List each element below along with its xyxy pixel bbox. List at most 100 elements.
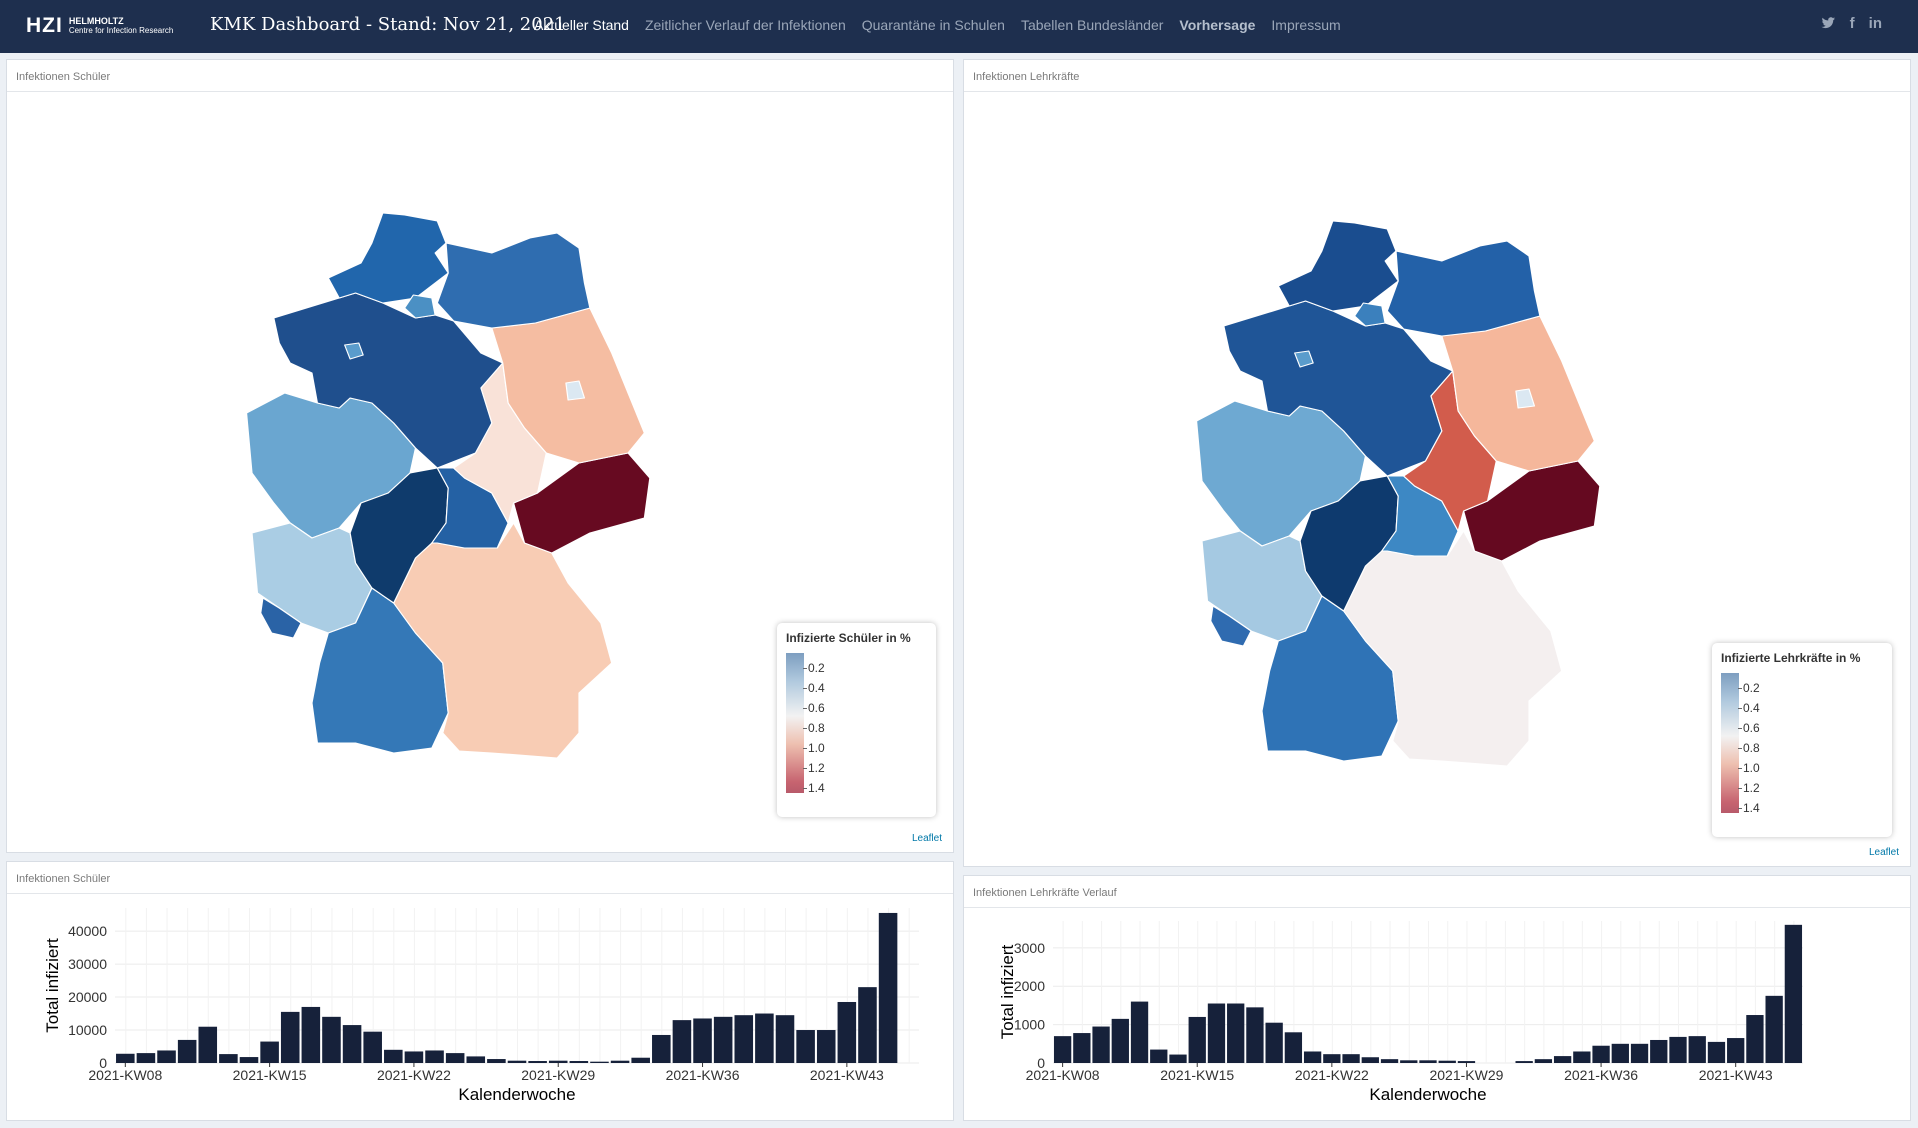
state-region-hh[interactable] bbox=[1354, 302, 1386, 327]
bar-kw36[interactable] bbox=[1592, 1045, 1610, 1063]
bar-kw22[interactable] bbox=[1323, 1054, 1341, 1063]
bar-kw36[interactable] bbox=[693, 1018, 712, 1063]
bar-kw14[interactable] bbox=[1169, 1054, 1187, 1063]
bar-kw35[interactable] bbox=[1573, 1051, 1591, 1063]
bar-kw25[interactable] bbox=[1380, 1059, 1399, 1063]
bar-kw13[interactable] bbox=[1150, 1049, 1168, 1063]
nav-vorhersage[interactable]: Vorhersage bbox=[1179, 17, 1256, 33]
bar-kw24[interactable] bbox=[445, 1053, 465, 1063]
nav-tabellen[interactable]: Tabellen Bundesländer bbox=[1020, 17, 1164, 33]
bar-kw08[interactable] bbox=[116, 1053, 135, 1063]
bar-kw15[interactable] bbox=[260, 1041, 279, 1063]
bar-kw35[interactable] bbox=[672, 1020, 692, 1063]
bar-kw28[interactable] bbox=[1438, 1060, 1456, 1063]
bar-kw29[interactable] bbox=[1457, 1061, 1476, 1063]
bar-kw17[interactable] bbox=[301, 1006, 321, 1063]
facebook-icon[interactable]: f bbox=[1849, 15, 1855, 32]
bar-kw33[interactable] bbox=[1534, 1059, 1553, 1063]
bar-kw38[interactable] bbox=[1630, 1043, 1649, 1063]
bar-kw26[interactable] bbox=[1400, 1060, 1418, 1063]
state-region-sl[interactable] bbox=[1210, 605, 1252, 647]
bar-kw38[interactable] bbox=[734, 1015, 754, 1063]
bar-kw44[interactable] bbox=[858, 987, 877, 1063]
twitter-icon[interactable] bbox=[1820, 15, 1836, 31]
bar-kw42[interactable] bbox=[816, 1030, 836, 1063]
bar-kw33[interactable] bbox=[631, 1057, 650, 1063]
bar-kw18[interactable] bbox=[322, 1016, 341, 1063]
bar-kw16[interactable] bbox=[1207, 1003, 1226, 1063]
state-region-hh[interactable] bbox=[404, 294, 436, 319]
bar-kw17[interactable] bbox=[1227, 1003, 1245, 1063]
bar-kw43[interactable] bbox=[1727, 1038, 1745, 1063]
bar-kw24[interactable] bbox=[1361, 1057, 1379, 1063]
nav-quarantaene[interactable]: Quarantäne in Schulen bbox=[861, 17, 1005, 33]
bar-kw31[interactable] bbox=[590, 1061, 609, 1063]
state-region-ni[interactable] bbox=[1223, 300, 1454, 477]
bar-kw30[interactable] bbox=[569, 1061, 589, 1063]
bar-kw27[interactable] bbox=[507, 1060, 527, 1063]
bar-kw16[interactable] bbox=[280, 1011, 300, 1063]
bar-kw25[interactable] bbox=[466, 1056, 486, 1063]
bar-kw09[interactable] bbox=[1073, 1033, 1091, 1063]
state-region-mv[interactable] bbox=[436, 232, 591, 329]
bar-kw08[interactable] bbox=[1053, 1036, 1072, 1063]
bar-kw32[interactable] bbox=[610, 1060, 630, 1063]
state-region-hb[interactable] bbox=[344, 342, 364, 360]
nav-impressum[interactable]: Impressum bbox=[1271, 17, 1341, 33]
bar-kw37[interactable] bbox=[1611, 1043, 1629, 1063]
bar-kw20[interactable] bbox=[1284, 1032, 1303, 1063]
bar-kw32[interactable] bbox=[1515, 1061, 1533, 1063]
bar-kw19[interactable] bbox=[342, 1025, 362, 1063]
bar-kw14[interactable] bbox=[239, 1057, 259, 1063]
bar-kw41[interactable] bbox=[796, 1030, 815, 1063]
bar-kw46[interactable] bbox=[1784, 924, 1803, 1063]
bar-kw27[interactable] bbox=[1419, 1060, 1437, 1063]
bar-kw34[interactable] bbox=[652, 1034, 671, 1063]
bar-kw41[interactable] bbox=[1688, 1036, 1706, 1063]
bar-kw37[interactable] bbox=[713, 1016, 733, 1063]
leaflet-attribution[interactable]: Leaflet bbox=[911, 833, 942, 844]
state-region-sh[interactable] bbox=[327, 212, 449, 304]
bar-kw29[interactable] bbox=[548, 1060, 568, 1063]
bar-kw45[interactable] bbox=[1765, 995, 1783, 1063]
bar-kw23[interactable] bbox=[1342, 1054, 1360, 1063]
state-region-hb[interactable] bbox=[1294, 350, 1314, 368]
bar-kw42[interactable] bbox=[1707, 1041, 1726, 1063]
bar-kw09[interactable] bbox=[136, 1053, 156, 1063]
bar-kw43[interactable] bbox=[837, 1001, 857, 1063]
bar-kw15[interactable] bbox=[1188, 1016, 1206, 1063]
linkedin-icon[interactable]: in bbox=[1868, 15, 1882, 32]
state-region-be[interactable] bbox=[1515, 388, 1536, 409]
bar-kw21[interactable] bbox=[1303, 1051, 1322, 1063]
state-region-sl[interactable] bbox=[260, 597, 302, 639]
bar-kw22[interactable] bbox=[404, 1051, 424, 1063]
leaflet-attribution[interactable]: Leaflet bbox=[1868, 847, 1899, 858]
germany-map-teachers[interactable] bbox=[964, 93, 1910, 867]
state-region-ni[interactable] bbox=[273, 292, 504, 469]
bar-kw26[interactable] bbox=[487, 1059, 506, 1063]
bar-kw12[interactable] bbox=[1130, 1001, 1149, 1063]
state-region-sh[interactable] bbox=[1277, 220, 1399, 312]
germany-map-students[interactable] bbox=[7, 93, 953, 853]
bar-kw44[interactable] bbox=[1746, 1015, 1764, 1063]
state-region-mv[interactable] bbox=[1386, 240, 1541, 337]
bar-kw13[interactable] bbox=[219, 1054, 238, 1063]
hzi-logo[interactable]: HZI HELMHOLTZ Centre for Infection Resear… bbox=[26, 14, 173, 38]
bar-kw39[interactable] bbox=[1650, 1039, 1668, 1063]
bar-kw19[interactable] bbox=[1265, 1022, 1283, 1063]
bar-kw20[interactable] bbox=[363, 1031, 382, 1063]
nav-aktueller-stand[interactable]: Aktueller Stand bbox=[534, 17, 629, 33]
state-region-be[interactable] bbox=[565, 380, 586, 401]
bar-kw34[interactable] bbox=[1553, 1056, 1572, 1063]
bar-kw11[interactable] bbox=[177, 1039, 197, 1063]
bar-kw39[interactable] bbox=[755, 1013, 774, 1063]
bar-kw28[interactable] bbox=[528, 1061, 547, 1063]
bar-kw45[interactable] bbox=[878, 912, 898, 1063]
bar-kw40[interactable] bbox=[775, 1015, 795, 1063]
bar-kw12[interactable] bbox=[198, 1026, 218, 1063]
bar-kw21[interactable] bbox=[384, 1049, 403, 1063]
bar-kw18[interactable] bbox=[1246, 1007, 1264, 1063]
bar-kw23[interactable] bbox=[425, 1050, 444, 1063]
nav-zeitlicher-verlauf[interactable]: Zeitlicher Verlauf der Infektionen bbox=[644, 17, 846, 33]
bar-kw10[interactable] bbox=[157, 1050, 176, 1063]
